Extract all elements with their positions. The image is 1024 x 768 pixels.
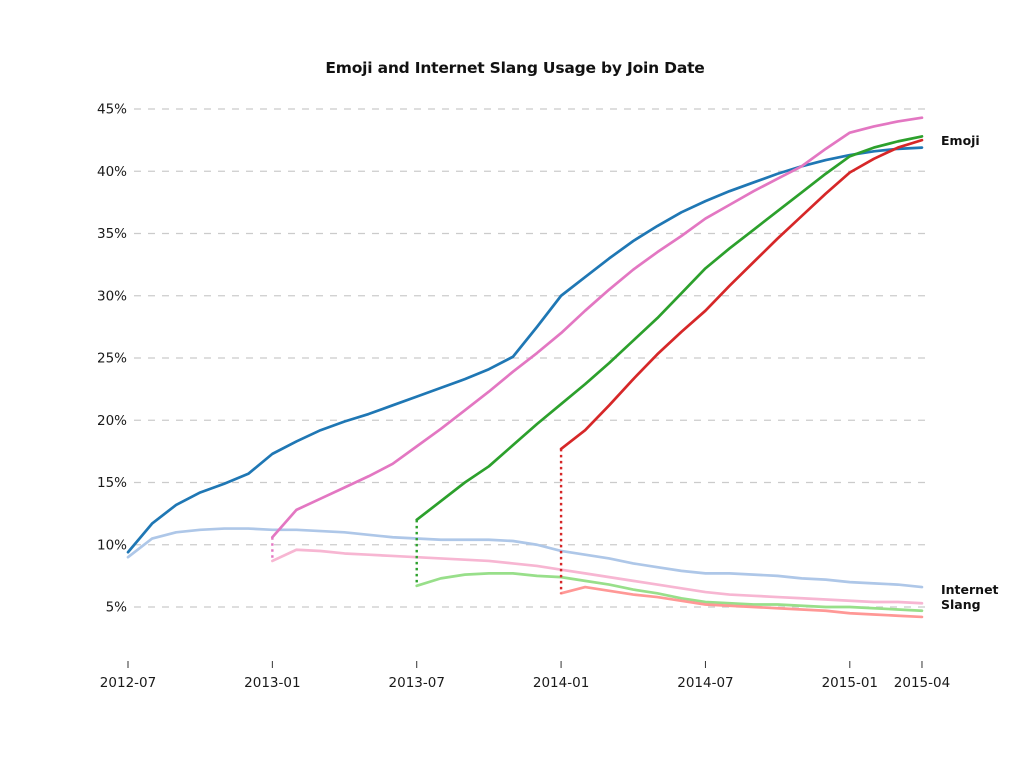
line-internet-slang-2012-07 (126, 527, 924, 589)
y-tick-label: 5% (106, 600, 128, 616)
y-tick-label: 35% (97, 226, 127, 242)
x-tick-label: 2012-07 (100, 675, 156, 691)
chart-title: Emoji and Internet Slang Usage by Join D… (325, 59, 705, 77)
x-tick-label: 2015-04 (894, 675, 950, 691)
line-emoji-2012-07 (126, 146, 924, 554)
line-internet-slang-2013-07 (415, 572, 924, 613)
line-emoji-2014-01 (559, 138, 924, 451)
y-tick-label: 15% (97, 475, 127, 491)
y-tick-label: 40% (97, 164, 127, 180)
y-tick-label: 25% (97, 351, 127, 367)
internet-slang-series-label: Internet Slang (941, 582, 1011, 612)
y-tick-label: 45% (97, 102, 127, 118)
x-tick-label: 2014-01 (533, 675, 589, 691)
x-tick-label: 2013-01 (244, 675, 300, 691)
internet-slang-label-line1: Internet (941, 582, 999, 597)
line-emoji-2013-01 (271, 116, 924, 539)
emoji-series-label: Emoji (941, 133, 980, 148)
line-emoji-2013-07 (415, 135, 924, 522)
y-tick-label: 20% (97, 413, 127, 429)
x-tick-label: 2014-07 (677, 675, 733, 691)
internet-slang-label-line2: Slang (941, 597, 981, 612)
y-tick-label: 30% (97, 288, 127, 304)
line-internet-slang-2013-01 (271, 548, 924, 605)
line-internet-slang-2014-01 (559, 585, 924, 619)
y-tick-label: 10% (97, 537, 127, 553)
x-tick-label: 2013-07 (389, 675, 445, 691)
x-tick-label: 2015-01 (822, 675, 878, 691)
